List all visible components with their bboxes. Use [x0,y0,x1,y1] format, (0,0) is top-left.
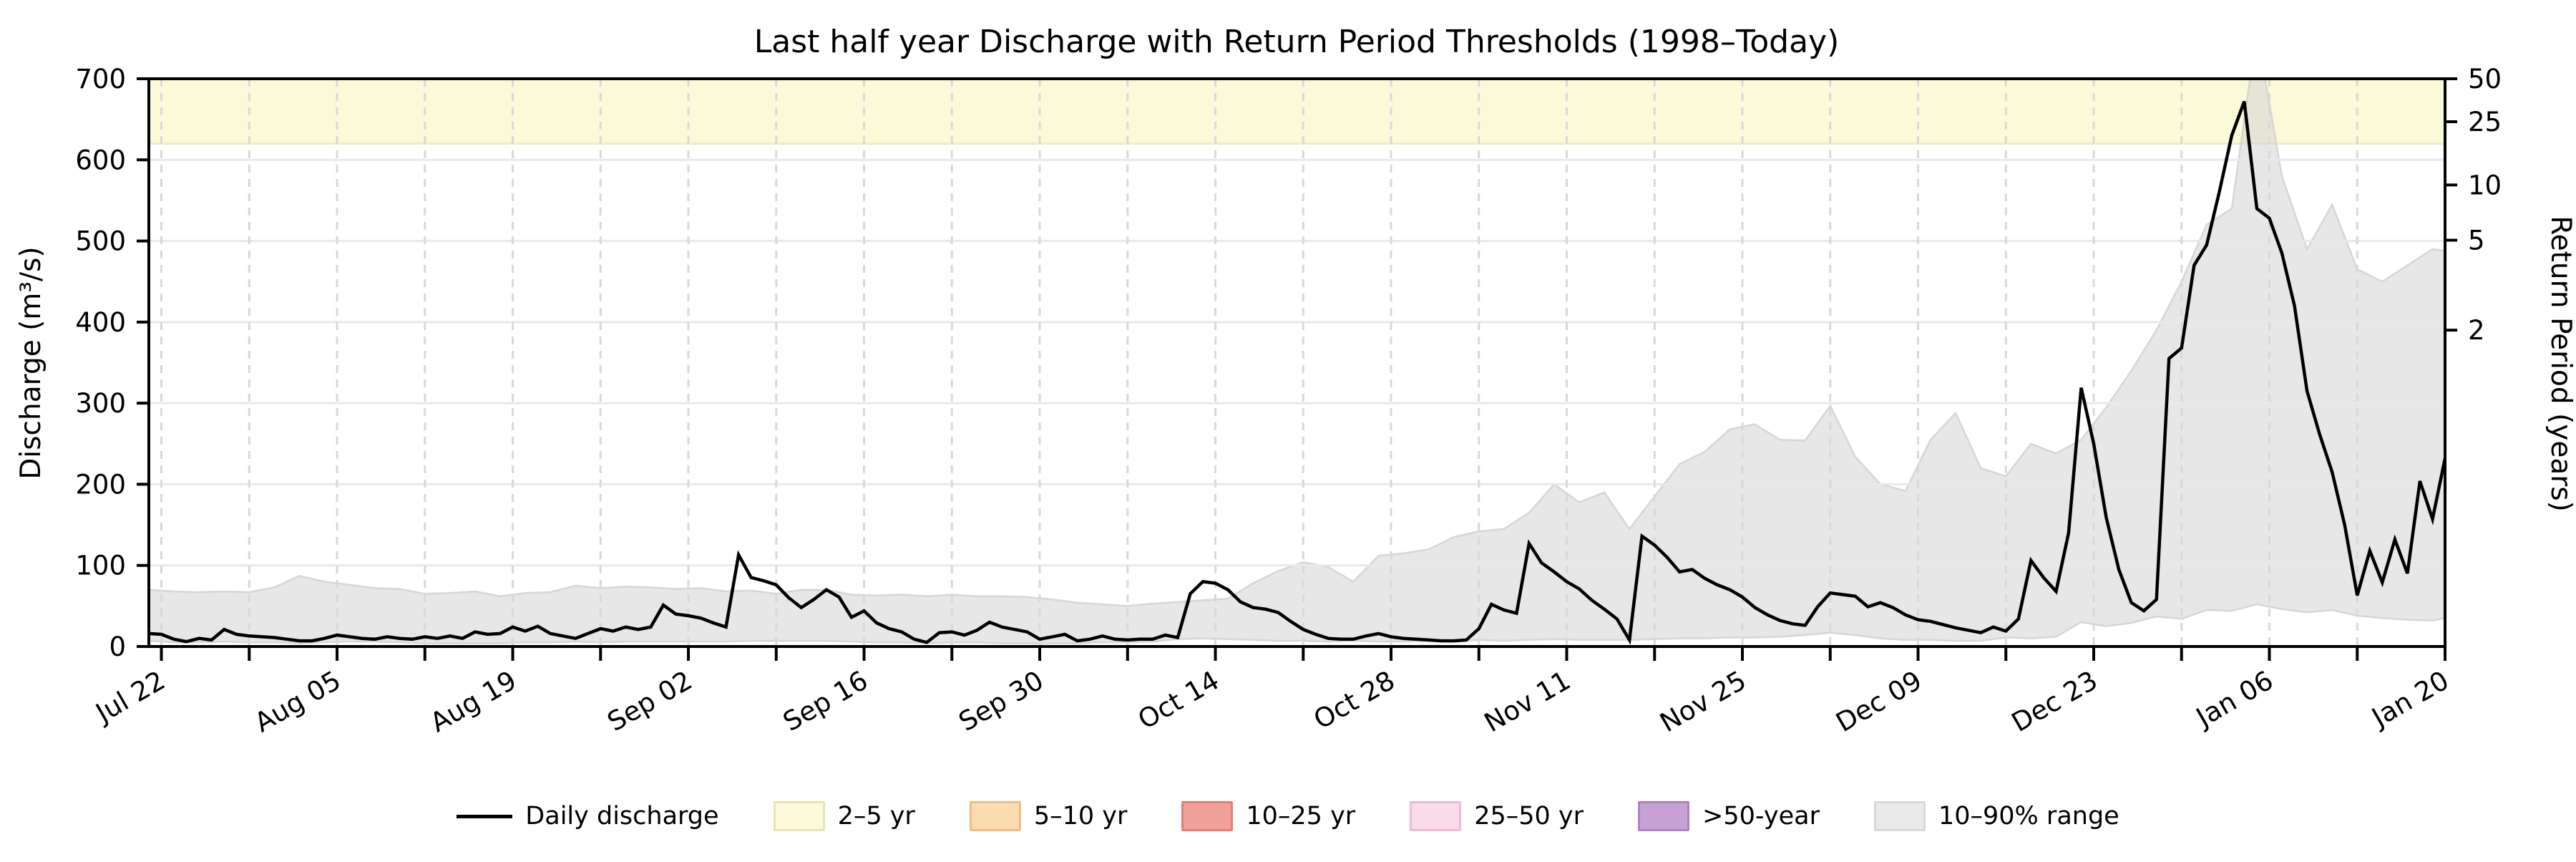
x-tick-label: Dec 23 [2006,665,2102,738]
y-left-tick-label: 500 [75,226,126,257]
legend-item: 10–25 yr [1181,801,1355,831]
x-tick-label: Jul 22 [89,665,170,730]
x-tick-label: Dec 09 [1831,665,1927,738]
x-tick-label: Sep 16 [778,665,873,738]
x-tick-label: Oct 28 [1309,665,1400,736]
series-layer [149,100,2445,645]
legend-patch-swatch [773,801,825,831]
range-band-10-90 [149,79,2445,644]
chart-legend: Daily discharge 2–5 yr 5–10 yr 10–25 yr 25–5… [0,786,2576,846]
legend-item: 2–5 yr [773,801,915,831]
y-left-tick-label: 700 [75,64,126,95]
y-left-tick-label: 400 [75,307,126,338]
legend-label: 10–90% range [1938,802,2119,830]
y-left-tick-label: 200 [75,469,126,500]
y-right-tick-label: 50 [2468,64,2502,95]
threshold-bands-layer [149,79,2445,145]
x-tick-label: Sep 02 [602,665,698,738]
y-left-tick-label: 600 [75,145,126,175]
y-left-tick-label: 300 [75,388,126,419]
x-tick-label: Aug 05 [250,665,346,739]
x-tick-label: Jan 20 [2366,665,2454,734]
legend-label: 5–10 yr [1033,802,1128,830]
legend-label: 25–50 yr [1474,802,1584,830]
legend-label: >50-year [1702,802,1820,830]
x-tick-label: Sep 30 [954,665,1049,738]
chart-title: Last half year Discharge with Return Per… [754,24,1840,60]
return-period-band-2-5yr [149,79,2445,144]
y-axis-label-right: Return Period (years) [2545,216,2576,512]
x-tick-label: Nov 25 [1655,665,1752,739]
legend-patch-swatch [1638,801,1689,831]
y-axis-label-left: Discharge (m³/s) [15,246,47,479]
plot-spines [147,77,2446,648]
legend-patch-swatch [1410,801,1462,831]
legend-item: Daily discharge [457,802,719,830]
legend-item: 5–10 yr [969,801,1128,831]
x-tick-label: Jan 06 [2190,665,2278,734]
axes-layer [137,77,2457,661]
gridlines-layer [149,79,2446,646]
y-right-tick-label: 25 [2468,107,2502,137]
x-tick-label: Nov 11 [1479,665,1576,739]
legend-item: 10–90% range [1873,801,2119,831]
legend-label: 10–25 yr [1246,802,1356,830]
legend-item: >50-year [1638,801,1820,831]
y-right-tick-label: 10 [2468,170,2502,200]
legend-label: Daily discharge [525,802,719,830]
x-tick-label: Oct 14 [1133,665,1224,736]
legend-patch-swatch [1181,801,1234,831]
daily-discharge-line [149,100,2445,645]
legend-line-swatch [457,814,513,818]
y-right-tick-label: 2 [2468,315,2485,346]
legend-item: 25–50 yr [1410,801,1584,831]
legend-patch-swatch [1873,801,1926,831]
y-right-tick-label: 5 [2468,225,2485,256]
legend-patch-swatch [969,801,1021,831]
y-left-tick-label: 100 [75,551,126,581]
x-tick-label: Aug 19 [425,665,522,739]
range-band-layer [149,79,2445,644]
legend-label: 2–5 yr [837,802,915,830]
y-left-tick-label: 0 [109,631,126,662]
